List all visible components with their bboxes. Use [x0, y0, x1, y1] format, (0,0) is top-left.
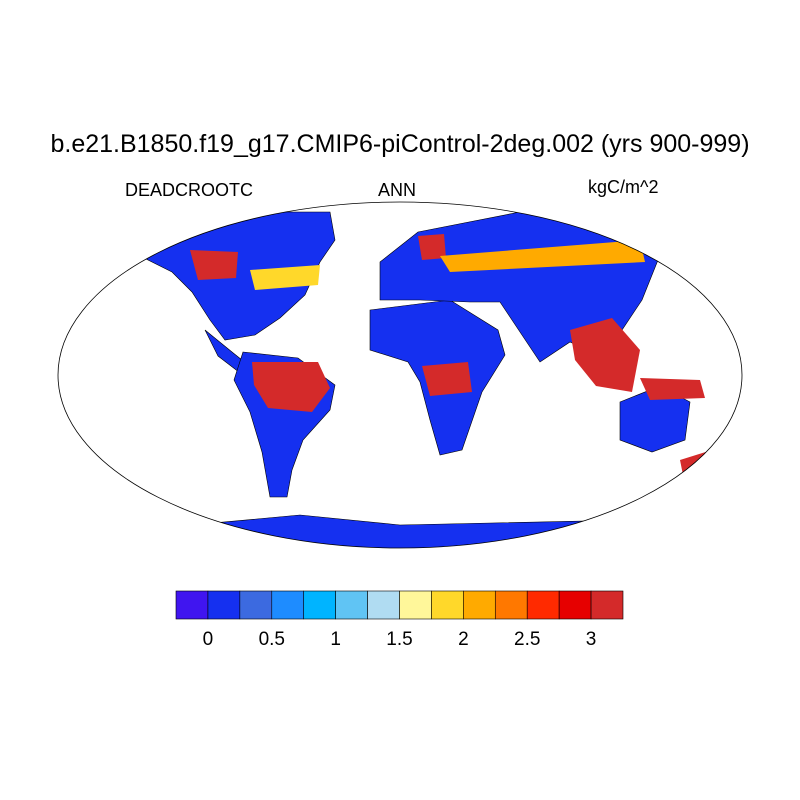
colorbar-box [399, 590, 432, 620]
colorbar-box [239, 590, 273, 620]
variable-label: DEADCROOTC [125, 180, 254, 200]
colorbar-box [431, 590, 464, 620]
colorbar-box [463, 590, 496, 620]
colorbar-tick-label: 2.5 [514, 629, 540, 650]
colorbar-box [175, 590, 209, 620]
colorbar-box [367, 590, 400, 620]
colorbar-box [335, 590, 368, 620]
colorbar-tick-label: 3 [586, 629, 597, 650]
colorbar-box [207, 590, 241, 620]
plot-title: b.e21.B1850.f19_g17.CMIP6-piControl-2deg… [50, 130, 750, 158]
colorbar-tick-label: 1.5 [386, 629, 412, 650]
units-label: kgC/m^2 [588, 177, 659, 197]
season-label: ANN [378, 180, 417, 200]
map-border [57, 201, 743, 549]
colorbar-box [526, 590, 560, 620]
colorbar-box [303, 590, 336, 620]
colorbar-box [558, 590, 592, 620]
colorbar-box [271, 590, 305, 620]
colorbar-tick-label: 0 [203, 629, 214, 650]
colorbar-tick-label: 2 [458, 629, 469, 650]
colorbar-tick-label: 0.5 [259, 629, 285, 650]
colorbar-tick-label: 1 [330, 629, 341, 650]
colorbar-box [590, 590, 624, 620]
high-value-regions [190, 234, 712, 480]
colorbar-box [494, 590, 528, 620]
